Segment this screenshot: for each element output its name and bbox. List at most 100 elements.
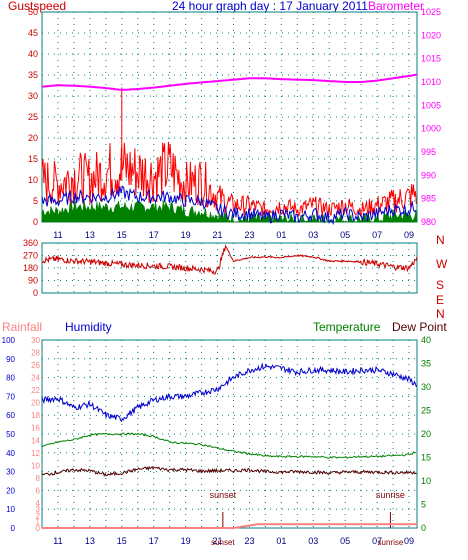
humidity-axis-tick-label: 50 — [6, 430, 15, 439]
gust-axis-tick-label: 40 — [28, 49, 38, 59]
gust-axis-tick-label: 30 — [28, 91, 38, 101]
baro-axis-tick-label: 980 — [421, 217, 436, 227]
wind-panel-x-tick-label: 19 — [181, 230, 191, 240]
gust-axis-tick-label: 0 — [33, 217, 38, 227]
compass-label: W — [436, 257, 448, 271]
rainfall-axis-tick-label: 2 — [36, 511, 41, 520]
wind-panel-x-tick-label: 13 — [85, 230, 95, 240]
temperature-series-line — [41, 432, 417, 459]
rainfall-axis-tick-label: 3 — [36, 505, 41, 514]
temperature-axis-tick-label: 10 — [421, 476, 431, 486]
dewpoint-label: Dew Point — [392, 320, 447, 334]
wind-direction-series-line — [41, 244, 418, 275]
temp-panel-x-tick-label: 03 — [308, 536, 318, 546]
temperature-axis-tick-label: 40 — [421, 335, 431, 345]
humidity-axis-tick-label: 30 — [6, 468, 15, 477]
wind-panel-x-tick-label: 01 — [276, 230, 286, 240]
rainfall-axis-tick-label: 20 — [31, 399, 40, 408]
direction-axis-tick-label: 0 — [33, 288, 38, 298]
compass-label: S — [436, 278, 444, 292]
humidity-axis-tick-label: 40 — [6, 449, 15, 458]
baro-axis-tick-label: 1010 — [421, 77, 441, 87]
chart-title: 24 hour graph day : 17 January 2011 — [172, 0, 368, 13]
temp-panel-x-tick-label: 15 — [117, 536, 127, 546]
temp-panel-x-tick-label: 01 — [276, 536, 286, 546]
temp-panel-x-tick-label: 09 — [404, 536, 414, 546]
gust-axis-tick-label: 15 — [28, 154, 38, 164]
gustspeed-label: Gustspeed — [8, 0, 66, 13]
rainfall-axis-tick-label: 1 — [36, 518, 41, 527]
baro-axis-tick-label: 1020 — [421, 30, 441, 40]
humidity-axis-tick-label: 100 — [2, 336, 16, 345]
temp-panel-x-tick-label: 23 — [244, 536, 254, 546]
temp-panel-x-tick-label: 21 — [213, 536, 223, 546]
barometer-series-line — [41, 73, 418, 91]
rainfall-axis-tick-label: 14 — [31, 436, 40, 445]
wind-panel-x-tick-label: 15 — [117, 230, 127, 240]
gust-axis-tick-label: 35 — [28, 70, 38, 80]
average-series-line — [41, 200, 418, 224]
sunset-label: sunset — [210, 490, 237, 500]
compass-label: N — [436, 307, 445, 321]
wind-panel-x-tick-label: 23 — [244, 230, 254, 240]
temperature-axis-tick-label: 30 — [421, 382, 431, 392]
rainfall-axis-tick-label: 16 — [31, 424, 40, 433]
baro-axis-tick-label: 990 — [421, 170, 436, 180]
humidity-axis-tick-label: 70 — [6, 392, 15, 401]
rainfall-axis-tick-label: 12 — [31, 449, 40, 458]
rainfall-axis-tick-label: 24 — [31, 374, 40, 383]
baro-axis-tick-label: 995 — [421, 147, 436, 157]
chart-marks: 0510152025303540455098098599099510001005… — [2, 7, 448, 547]
rainfall-axis-tick-label: 4 — [36, 499, 41, 508]
wind-panel-x-tick-label: 09 — [404, 230, 414, 240]
temperature-axis-tick-label: 15 — [421, 453, 431, 463]
gust-axis-tick-label: 25 — [28, 112, 38, 122]
temp-panel-x-tick-label: 13 — [85, 536, 95, 546]
temp-panel-x-tick-label: 11 — [53, 536, 62, 546]
rainfall-axis-tick-label: 18 — [31, 411, 40, 420]
baro-axis-tick-label: 1025 — [421, 7, 441, 17]
rainfall-axis-tick-label: 28 — [31, 349, 40, 358]
rainfall-axis-tick-label: 30 — [31, 336, 40, 345]
humidity-label: Humidity — [65, 320, 112, 334]
sunset-axis-label: sunset — [211, 538, 235, 547]
humidity-axis-tick-label: 90 — [6, 355, 15, 364]
baro-axis-tick-label: 985 — [421, 194, 436, 204]
barometer-label: Barometer — [368, 0, 424, 13]
wind-panel-x-tick-label: 07 — [372, 230, 382, 240]
wind-panel-x-tick-label: 05 — [340, 230, 350, 240]
humidity-axis-tick-label: 10 — [6, 505, 15, 514]
rainfall-axis-tick-label: 22 — [31, 386, 40, 395]
temp-panel-x-tick-label: 05 — [340, 536, 350, 546]
humidity-series-line — [41, 362, 417, 423]
gust-axis-tick-label: 10 — [28, 175, 38, 185]
direction-axis-tick-label: 270 — [23, 251, 38, 261]
rainfall-series-line — [42, 523, 417, 529]
baro-axis-tick-label: 1000 — [421, 124, 441, 134]
wind-panel-x-tick-label: 11 — [53, 230, 62, 240]
temperature-label: Temperature — [313, 320, 381, 334]
rainfall-axis-tick-label: 10 — [31, 461, 40, 470]
rainfall-axis-tick-label: 0 — [36, 524, 41, 533]
dewpoint-series-line — [41, 465, 417, 477]
temp-panel-x-tick-label: 07 — [372, 536, 382, 546]
wind-panel-x-tick-label: 03 — [308, 230, 318, 240]
temperature-axis-tick-label: 20 — [421, 429, 431, 439]
rainfall-axis-tick-label: 8 — [36, 474, 41, 483]
direction-axis-tick-label: 180 — [23, 263, 38, 273]
temp-panel-x-tick-label: 19 — [181, 536, 191, 546]
gust-axis-tick-label: 20 — [28, 133, 38, 143]
compass-label: N — [436, 233, 445, 247]
humidity-axis-tick-label: 20 — [6, 486, 15, 495]
temperature-axis-tick-label: 0 — [421, 523, 426, 533]
rainfall-label: Rainfall — [2, 320, 42, 334]
humidity-axis-tick-label: 80 — [6, 374, 15, 383]
wind-panel-x-tick-label: 21 — [213, 230, 223, 240]
wind-panel-x-tick-label: 17 — [149, 230, 159, 240]
temperature-axis-tick-label: 35 — [421, 359, 431, 369]
baro-axis-tick-label: 1005 — [421, 100, 441, 110]
direction-axis-tick-label: 360 — [23, 238, 38, 248]
wind-series-line — [41, 185, 417, 225]
